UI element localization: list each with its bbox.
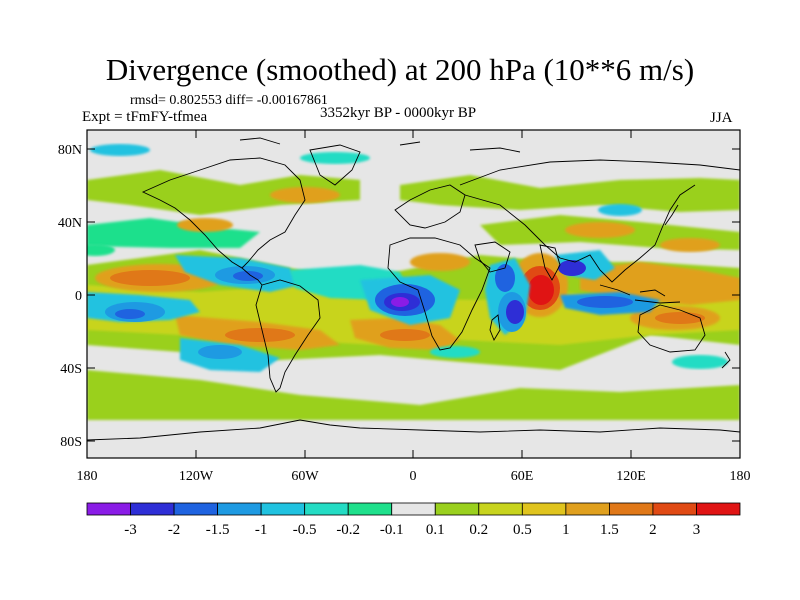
colorbar-swatch (260, 502, 306, 516)
colorbar-swatch (696, 502, 741, 516)
colorbar-swatch (434, 502, 480, 516)
colorbar-swatch (565, 502, 610, 516)
colorbar-label: 1.5 (600, 522, 619, 538)
lat-label-40s: 40S (60, 362, 82, 377)
colorbar-label: -1.5 (206, 522, 230, 538)
experiment-label: Expt = tFmFY-tfmea (82, 109, 208, 125)
colorbar-label: 0.1 (426, 522, 445, 538)
lat-label-40n: 40N (58, 216, 82, 231)
colorbar-swatch (609, 502, 654, 516)
lon-label-120e: 120E (616, 469, 646, 484)
colorbar-label: -0.1 (380, 522, 404, 538)
lon-label-0: 0 (410, 469, 417, 484)
colorbar-label: 3 (693, 522, 701, 538)
colorbar-labels: -3 -2 -1.5 -1 -0.5 -0.2 -0.1 0.1 0.2 0.5 1 1.5 2 3 (124, 522, 700, 538)
lon-label-180w: 180 (77, 469, 98, 484)
lon-label-120w: 120W (179, 469, 214, 484)
colorbar-swatch (521, 502, 567, 516)
lat-label-80n: 80N (58, 143, 82, 158)
colorbar-swatch (391, 502, 436, 516)
coastlines (87, 137, 740, 441)
colorbar-swatch (478, 502, 523, 516)
colorbar-swatch (86, 502, 131, 516)
lat-label-eq: 0 (75, 289, 82, 304)
lon-label-60w: 60W (291, 469, 319, 484)
colorbar-swatch (130, 502, 175, 516)
lon-tick-marks (195, 130, 632, 458)
colorbar (86, 502, 741, 516)
colorbar-label: -3 (124, 522, 137, 538)
colorbar-swatch (652, 502, 697, 516)
map-title: Divergence (smoothed) at 200 hPa (10**6 … (105, 52, 695, 87)
divergence-field (87, 144, 740, 420)
period-label: 3352kyr BP - 0000kyr BP (320, 105, 477, 121)
colorbar-label: 2 (649, 522, 657, 538)
colorbar-label: 0.2 (469, 522, 488, 538)
lon-label-60e: 60E (511, 469, 534, 484)
lat-tick-marks (87, 148, 740, 442)
colorbar-swatch (347, 502, 393, 516)
season-label: JJA (710, 110, 733, 126)
colorbar-swatch (304, 502, 349, 516)
lat-label-80s: 80S (60, 435, 82, 450)
colorbar-label: -0.5 (293, 522, 317, 538)
colorbar-label: -1 (255, 522, 268, 538)
colorbar-label: 1 (562, 522, 570, 538)
colorbar-label: -0.2 (336, 522, 360, 538)
colorbar-label: 0.5 (513, 522, 532, 538)
colorbar-label: -2 (168, 522, 181, 538)
colorbar-swatch (217, 502, 262, 516)
colorbar-swatch (173, 502, 219, 516)
rmsd-diff-stats: rmsd= 0.802553 diff= -0.00167861 (130, 93, 328, 108)
lon-label-180e: 180 (730, 469, 751, 484)
